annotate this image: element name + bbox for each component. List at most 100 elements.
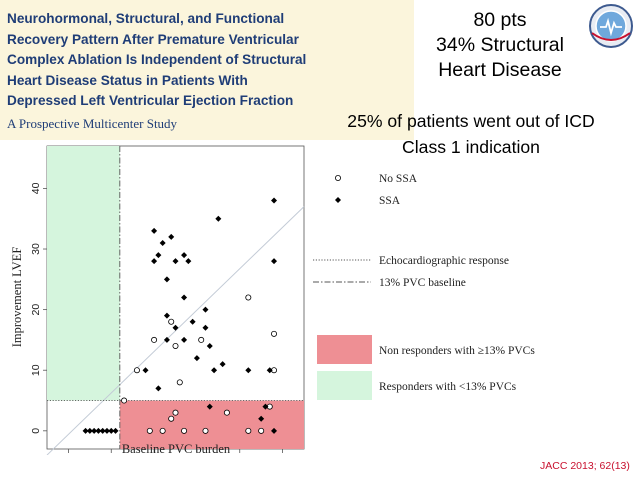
legend-responders-swatch: [317, 371, 372, 400]
no-ssa-point: [172, 409, 179, 416]
no-ssa-point: [133, 367, 140, 374]
patient-stats: 80 pts 34% Structural Heart Disease: [418, 8, 582, 83]
paper-subtitle: A Prospective Multicenter Study: [7, 116, 178, 131]
ssa-point: [271, 258, 278, 265]
no-ssa-point: [121, 397, 128, 404]
x-axis-ticks: 01020304050: [68, 449, 283, 453]
ssa-point: [189, 318, 196, 325]
data-points: [82, 197, 278, 434]
y-tick-label: 20: [30, 304, 42, 316]
paper-title-line: Complex Ablation Is Independent of Struc…: [7, 52, 307, 67]
ssa-point: [215, 215, 222, 222]
legend-non-responders-label: Non responders with ≥13% PVCs: [379, 345, 535, 357]
no-ssa-point: [181, 427, 188, 434]
legend-ssa-label: SSA: [379, 195, 401, 207]
ssa-point: [271, 197, 278, 204]
responders-region: [47, 146, 120, 401]
y-tick-label: 10: [30, 364, 42, 376]
ssa-point: [155, 252, 162, 259]
ssa-point: [86, 427, 93, 434]
icd-note-line-1: 25% of patients went out of ICD: [347, 111, 595, 131]
y-tick-label: 0: [30, 428, 42, 434]
ssa-point: [172, 324, 179, 331]
no-ssa-point: [151, 336, 158, 343]
legend-non-responders-suffix: 13% PVCs: [484, 345, 535, 357]
structural-line-1: 34% Structural: [436, 34, 564, 56]
ssa-point: [181, 336, 188, 343]
ssa-point: [206, 403, 213, 410]
legend-no-ssa-label: No SSA: [379, 173, 418, 185]
y-tick-label: 40: [30, 182, 42, 194]
legend-echo-label: Echocardiographic response: [379, 255, 509, 267]
ssa-point: [245, 367, 252, 374]
legend-non-responders-swatch: [317, 335, 372, 364]
patient-count: 80 pts: [473, 9, 527, 31]
ssa-point: [266, 367, 273, 374]
ssa-point: [172, 258, 179, 265]
citation: JACC 2013; 62(13): [540, 460, 630, 472]
no-ssa-point: [245, 294, 252, 301]
society-logo-icon: [589, 4, 633, 48]
ssa-point: [219, 361, 226, 368]
x-axis-label: Baseline PVC burden: [122, 442, 231, 455]
ssa-point: [99, 427, 106, 434]
no-ssa-point: [159, 427, 166, 434]
no-ssa-point: [271, 330, 278, 337]
ssa-point: [211, 367, 218, 374]
no-ssa-point: [223, 409, 230, 416]
legend-responders-label: Responders with <13% PVCs: [379, 381, 517, 393]
ssa-point: [206, 342, 213, 349]
legend-pvc-label: 13% PVC baseline: [379, 277, 466, 289]
ssa-point: [82, 427, 89, 434]
no-ssa-point: [176, 379, 183, 386]
ssa-point: [91, 427, 98, 434]
ssa-point: [271, 427, 278, 434]
non-responders-region: [119, 400, 304, 449]
no-ssa-point: [168, 318, 175, 325]
ssa-point: [193, 355, 200, 362]
ssa-point: [163, 336, 170, 343]
ssa-point: [168, 233, 175, 240]
no-ssa-point: [202, 427, 209, 434]
no-ssa-point: [168, 415, 175, 422]
legend-ssa-marker: [335, 197, 341, 203]
ssa-point: [151, 227, 158, 234]
paper-title: Neurohormonal, Structural, and Functiona…: [7, 9, 407, 112]
ssa-point: [202, 324, 209, 331]
ssa-point: [181, 252, 188, 259]
ssa-point: [108, 427, 115, 434]
ssa-point: [155, 385, 162, 392]
ssa-point: [103, 427, 110, 434]
ssa-point: [151, 258, 158, 265]
icd-note-line-2: Class 1 indication: [402, 137, 540, 157]
legend: No SSA SSA Echocardiographic response 13…: [313, 173, 535, 400]
ssa-point: [185, 258, 192, 265]
ssa-point: [163, 312, 170, 319]
ssa-point: [142, 367, 149, 374]
ssa-point: [159, 239, 166, 246]
paper-title-line: Neurohormonal, Structural, and Functiona…: [7, 11, 285, 26]
trend-line: [46, 206, 305, 455]
ssa-point: [181, 294, 188, 301]
no-ssa-point: [258, 427, 265, 434]
legend-ge-symbol: ≥: [478, 345, 484, 357]
paper-title-panel: Neurohormonal, Structural, and Functiona…: [0, 0, 414, 140]
no-ssa-point: [198, 336, 205, 343]
icd-note: 25% of patients went out of ICD Class 1 …: [316, 108, 626, 160]
ssa-point: [112, 427, 119, 434]
y-tick-label: 30: [30, 243, 42, 255]
ssa-point: [262, 403, 269, 410]
scatter-chart: 01020304050 0 10 20 30 40 Baseline PVC burde…: [10, 145, 535, 455]
no-ssa-point: [146, 427, 153, 434]
structural-line-2: Heart Disease: [438, 59, 562, 81]
paper-title-line: Depressed Left Ventricular Ejection Frac…: [7, 93, 294, 108]
y-axis-ticks: 0 10 20 30 40: [30, 182, 47, 434]
paper-title-line: Heart Disease Status in Patients With: [7, 72, 248, 88]
ssa-point: [95, 427, 102, 434]
ssa-point: [202, 306, 209, 313]
legend-no-ssa-marker: [334, 175, 341, 182]
y-axis-label: Improvement LVEF: [10, 247, 24, 348]
no-ssa-point: [172, 342, 179, 349]
paper-title-line: Recovery Pattern After Premature Ventric…: [7, 31, 299, 47]
ssa-point: [163, 276, 170, 283]
